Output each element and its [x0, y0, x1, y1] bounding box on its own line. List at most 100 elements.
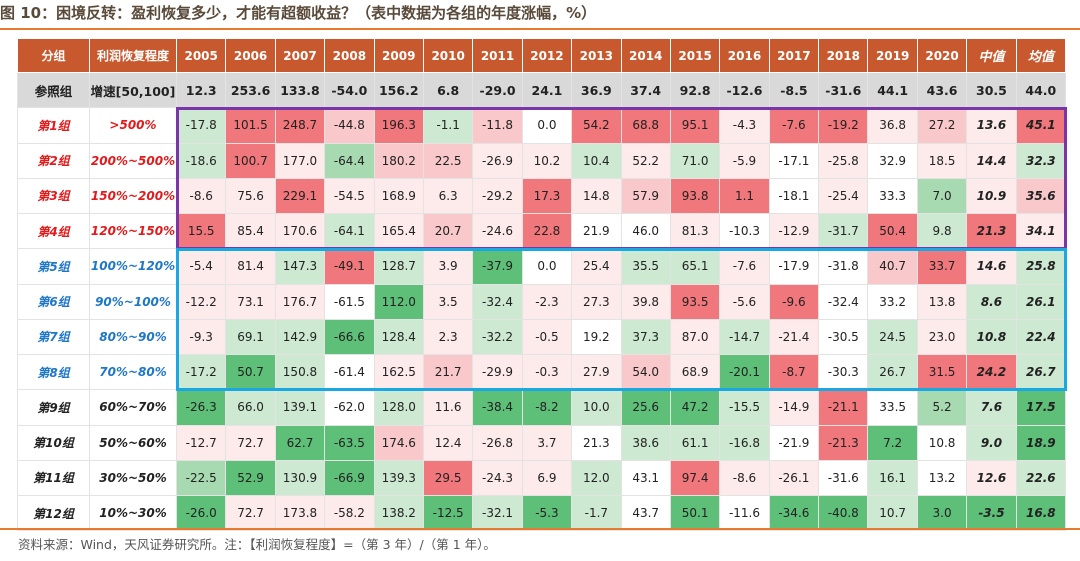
- mean-cell: 34.1: [1015, 212, 1067, 250]
- value-cell: -66.6: [324, 318, 375, 356]
- value-cell: 21.9: [571, 212, 622, 250]
- col-header-year: 2020: [916, 38, 968, 73]
- value-cell: -17.8: [175, 107, 227, 144]
- value-cell: 11.6: [422, 389, 474, 426]
- value-cell: 50.4: [867, 212, 918, 250]
- value-cell: 21.3: [571, 424, 622, 461]
- value-cell: -18.6: [175, 142, 227, 179]
- value-cell: 20.7: [422, 212, 474, 250]
- value-cell: -19.2: [818, 107, 869, 144]
- value-cell: -32.1: [472, 494, 523, 532]
- value-cell: 32.9: [867, 142, 918, 179]
- value-cell: -8.6: [719, 459, 770, 497]
- value-cell: 73.1: [225, 283, 276, 320]
- value-cell: 17.3: [521, 177, 573, 215]
- value-cell: -26.8: [472, 424, 523, 461]
- range-label: 60%~70%: [89, 389, 177, 426]
- value-cell: 57.9: [620, 177, 671, 215]
- value-cell: 2.3: [422, 318, 474, 356]
- value-cell: 54.0: [620, 353, 671, 391]
- value-cell: -61.4: [324, 353, 375, 391]
- page-title: 图 10：困境反转：盈利恢复多少，才能有超额收益？（表中数据为各组的年度涨幅，%…: [0, 4, 597, 22]
- group-label: 第10组: [17, 424, 90, 461]
- value-cell: 112.0: [373, 283, 424, 320]
- value-cell: 97.4: [669, 459, 721, 497]
- value-cell: 47.2: [669, 389, 721, 426]
- value-cell: -20.1: [719, 353, 770, 391]
- value-cell: 9.8: [916, 212, 968, 250]
- value-cell: -37.9: [472, 248, 523, 285]
- value-cell: 13.8: [916, 283, 968, 320]
- col-header-year: 2010: [422, 38, 474, 73]
- value-cell: 46.0: [620, 212, 671, 250]
- value-cell: 33.3: [867, 177, 918, 215]
- value-cell: 130.9: [274, 459, 326, 497]
- value-cell: 10.0: [571, 389, 622, 426]
- value-cell: -14.9: [768, 389, 820, 426]
- value-cell: -32.2: [472, 318, 523, 356]
- value-cell: -49.1: [324, 248, 375, 285]
- value-cell: -4.3: [719, 107, 770, 144]
- value-cell: 3.0: [916, 494, 968, 532]
- value-cell: 93.8: [669, 177, 721, 215]
- value-cell: 19.2: [571, 318, 622, 356]
- value-cell: -7.6: [768, 107, 820, 144]
- value-cell: 12.0: [571, 459, 622, 497]
- value-cell: 147.3: [274, 248, 326, 285]
- median-cell: 10.8: [966, 318, 1017, 356]
- value-cell: 6.9: [521, 459, 573, 497]
- value-cell: -38.4: [472, 389, 523, 426]
- value-cell: -7.6: [719, 248, 770, 285]
- group-label: 第4组: [17, 212, 90, 250]
- median-cell: 10.9: [966, 177, 1017, 215]
- range-label: 200%~500%: [89, 142, 177, 179]
- value-cell: -14.7: [719, 318, 770, 356]
- reference-cell: 6.8: [422, 71, 474, 109]
- value-cell: -0.3: [521, 353, 573, 391]
- reference-cell: 156.2: [373, 71, 424, 109]
- median-cell: 7.6: [966, 389, 1017, 426]
- value-cell: 43.7: [620, 494, 671, 532]
- value-cell: -61.5: [324, 283, 375, 320]
- value-cell: 27.2: [916, 107, 968, 144]
- value-cell: 26.7: [867, 353, 918, 391]
- col-header-year: 2018: [818, 38, 869, 73]
- reference-cell: 133.8: [274, 71, 326, 109]
- value-cell: 128.0: [373, 389, 424, 426]
- value-cell: 50.1: [669, 494, 721, 532]
- value-cell: 1.1: [719, 177, 770, 215]
- reference-cell: 44.1: [867, 71, 918, 109]
- value-cell: 27.9: [571, 353, 622, 391]
- reference-group-label: 参照组: [17, 71, 90, 109]
- value-cell: 7.2: [867, 424, 918, 461]
- group-label: 第9组: [17, 389, 90, 426]
- col-header-year: 2011: [472, 38, 523, 73]
- value-cell: -26.3: [175, 389, 227, 426]
- value-cell: 174.6: [373, 424, 424, 461]
- group-label: 第8组: [17, 353, 90, 391]
- value-cell: -31.7: [818, 212, 869, 250]
- value-cell: 52.9: [225, 459, 276, 497]
- group-label: 第12组: [17, 494, 90, 532]
- value-cell: 81.3: [669, 212, 721, 250]
- range-label: 90%~100%: [89, 283, 177, 320]
- value-cell: 72.7: [225, 494, 276, 532]
- value-cell: -30.5: [818, 318, 869, 356]
- value-cell: 180.2: [373, 142, 424, 179]
- value-cell: -21.4: [768, 318, 820, 356]
- reference-cell: 92.8: [669, 71, 721, 109]
- value-cell: 162.5: [373, 353, 424, 391]
- table-row: 第10组 50%~60% -12.7 72.7 62.7 -63.5 174.6 12.4 -2…: [17, 424, 1067, 461]
- value-cell: -54.5: [324, 177, 375, 215]
- value-cell: -40.8: [818, 494, 869, 532]
- mean-cell: 22.6: [1015, 459, 1067, 497]
- value-cell: 95.1: [669, 107, 721, 144]
- value-cell: 6.3: [422, 177, 474, 215]
- table-row: 第3组 150%~200% -8.6 75.6 229.1 -54.5 168.9 6.3 -2…: [17, 177, 1067, 215]
- col-header-range: 利润恢复程度: [89, 38, 177, 73]
- group-label: 第1组: [17, 107, 90, 144]
- value-cell: 62.7: [274, 424, 326, 461]
- value-cell: -5.3: [521, 494, 573, 532]
- value-cell: 3.5: [422, 283, 474, 320]
- value-cell: 39.8: [620, 283, 671, 320]
